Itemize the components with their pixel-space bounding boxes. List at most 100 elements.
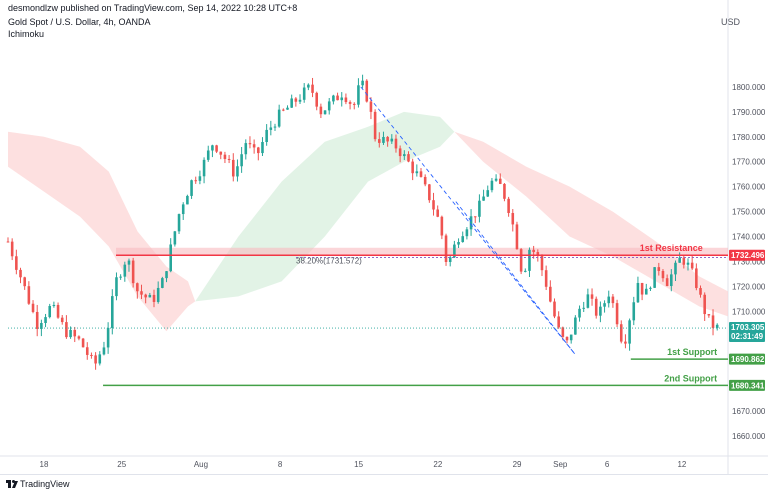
- candle-body: [52, 304, 56, 307]
- candle-body: [123, 264, 127, 277]
- current-price-tag: 1703.305: [731, 323, 765, 332]
- candle-body: [156, 287, 160, 302]
- candle-body: [511, 213, 515, 225]
- candle-body: [231, 159, 235, 177]
- candle-body: [453, 244, 456, 258]
- candle-body: [65, 322, 68, 338]
- candle-body: [599, 306, 602, 316]
- candle-body: [482, 196, 485, 201]
- candle-body: [90, 354, 93, 356]
- candle-body: [465, 229, 469, 237]
- candle-body: [644, 288, 648, 295]
- y-tick-label: 1750.000: [732, 208, 766, 217]
- y-tick-label: 1790.000: [732, 108, 766, 117]
- candle-body: [398, 148, 402, 157]
- ichimoku-cloud-bearish: [8, 131, 196, 332]
- candle-body: [611, 296, 615, 304]
- candle-body: [469, 216, 473, 230]
- candle-body: [653, 267, 656, 288]
- candle-body: [319, 106, 323, 115]
- candle-body: [140, 291, 143, 295]
- footer-brand[interactable]: TradingView: [20, 479, 70, 489]
- candle-body: [98, 354, 102, 364]
- candle-body: [244, 143, 248, 155]
- candle-body: [332, 95, 335, 102]
- candle-body: [557, 316, 560, 328]
- x-tick-label: 22: [433, 460, 442, 469]
- candle-body: [415, 171, 419, 174]
- candle-body: [707, 314, 711, 316]
- candle-body: [686, 262, 690, 265]
- candle-body: [586, 294, 590, 308]
- support2-price-tag-bg: [729, 379, 765, 391]
- candle-body: [498, 178, 502, 184]
- candle-body: [344, 97, 348, 103]
- candle-body: [348, 102, 352, 104]
- candle-body: [257, 147, 260, 154]
- candle-body: [544, 270, 548, 287]
- candle-body: [340, 97, 344, 101]
- candle-body: [119, 276, 122, 278]
- footer: TradingView: [0, 474, 768, 493]
- candle-body: [77, 336, 81, 339]
- candle-body: [85, 347, 89, 355]
- candle-body: [386, 136, 389, 142]
- currency-label: USD: [720, 17, 740, 27]
- ichimoku-cloud-bullish: [195, 111, 455, 302]
- candle-body: [636, 282, 640, 303]
- candle-body: [206, 150, 210, 160]
- symbol-title: Gold Spot / U.S. Dollar, 4h, OANDA: [8, 17, 151, 27]
- candle-body: [678, 257, 681, 263]
- candle-body: [131, 260, 135, 284]
- candle-body: [302, 87, 306, 100]
- candle-body: [503, 183, 506, 199]
- y-tick-label: 1770.000: [732, 158, 766, 167]
- candle-body: [236, 166, 239, 177]
- candle-body: [411, 161, 414, 174]
- chart-header: desmondlzw published on TradingView.com,…: [0, 0, 768, 40]
- y-tick-label: 1780.000: [732, 133, 766, 142]
- candle-body: [711, 315, 715, 328]
- candle-body: [81, 338, 85, 348]
- indicator-label[interactable]: Ichimoku: [8, 29, 45, 39]
- candle-body: [423, 176, 427, 185]
- candle-body: [215, 145, 218, 152]
- resistance-label: 1st Resistance: [640, 243, 703, 253]
- x-tick-label: 15: [354, 460, 363, 469]
- candle-body: [273, 126, 277, 128]
- candle-body: [432, 200, 435, 210]
- candle-body: [369, 101, 373, 112]
- candle-body: [532, 249, 535, 253]
- candle-body: [536, 252, 540, 257]
- x-tick-label: 18: [40, 460, 49, 469]
- y-tick-label: 1760.000: [732, 183, 766, 192]
- candle-body: [444, 235, 448, 262]
- candle-body: [73, 329, 77, 337]
- candle-body: [35, 311, 39, 329]
- candle-body: [690, 262, 694, 269]
- candle-body: [674, 262, 677, 275]
- candle-body: [219, 151, 223, 155]
- candle-body: [227, 158, 231, 160]
- y-tick-label: 1720.000: [732, 282, 766, 291]
- candle-body: [665, 278, 669, 287]
- candle-body: [48, 306, 52, 318]
- price-chart[interactable]: 1660.0001670.0001680.0001690.0001700.000…: [0, 0, 768, 474]
- candle-body: [565, 336, 569, 341]
- candle-body: [144, 294, 147, 298]
- candle-body: [198, 176, 202, 181]
- candle-body: [190, 180, 193, 196]
- candle-body: [419, 171, 423, 177]
- candle-body: [298, 99, 302, 102]
- y-tick-label: 1800.000: [732, 83, 766, 92]
- candle-body: [695, 268, 698, 289]
- current-price-tag-bg: [729, 322, 765, 343]
- candle-body: [202, 159, 206, 177]
- candle-body: [490, 180, 494, 191]
- candle-body: [461, 236, 465, 243]
- candle-body: [261, 142, 264, 154]
- candle-body: [649, 287, 652, 289]
- candle-body: [603, 303, 606, 307]
- x-tick-label: 12: [677, 460, 686, 469]
- candle-body: [40, 323, 43, 329]
